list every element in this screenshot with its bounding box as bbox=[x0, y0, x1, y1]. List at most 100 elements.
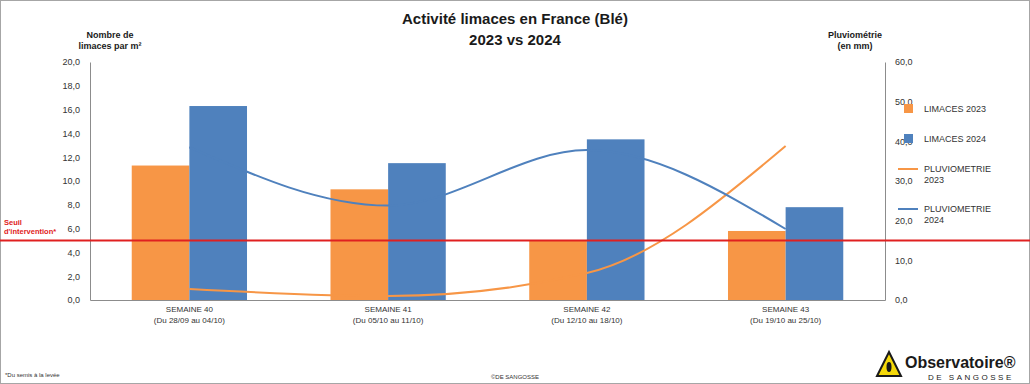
bar bbox=[388, 163, 446, 300]
y2-tick: 0,0 bbox=[885, 295, 908, 305]
text-line: (Du 12/10 au 18/10) bbox=[551, 316, 622, 325]
y-tick: 14,0 bbox=[62, 129, 90, 139]
y-tick: 18,0 bbox=[62, 81, 90, 91]
text-line: PLUVIOMETRIE bbox=[924, 204, 991, 214]
threshold-line bbox=[0, 240, 1030, 242]
x-tick: SEMAINE 43 (Du 19/10 au 25/10) bbox=[750, 300, 821, 325]
text-line: SEMAINE 41 bbox=[365, 305, 413, 314]
text-line: 2023 bbox=[924, 175, 944, 185]
legend-label: PLUVIOMETRIE2024 bbox=[924, 204, 991, 225]
text-line: (Du 19/10 au 25/10) bbox=[750, 316, 821, 325]
y-tick: 12,0 bbox=[62, 153, 90, 163]
y-tick-label: 18,0 bbox=[62, 81, 80, 91]
y-tick: 20,0 bbox=[62, 57, 90, 67]
y2-axis-title: Pluviométrie(en mm) bbox=[828, 30, 882, 51]
y-axis: 0,0 2,0 4,0 6,0 8,0 10,0 12,0 14,0 16,0 18,0 20,0 bbox=[62, 57, 90, 305]
logo: Observatoire® DE SANGOSSE bbox=[877, 352, 1016, 382]
credit: ©DE SANGOSSE bbox=[491, 374, 539, 380]
y2-tick-label: 10,0 bbox=[895, 256, 913, 266]
y-tick-label: 16,0 bbox=[62, 105, 80, 115]
logo-icon bbox=[877, 352, 901, 376]
legend-swatch bbox=[904, 104, 913, 113]
chart-svg: Activité limaces en France (Blé) 2023 vs … bbox=[0, 0, 1030, 384]
y-tick: 16,0 bbox=[62, 105, 90, 115]
text-line: Pluviométrie bbox=[828, 30, 882, 40]
bar bbox=[132, 166, 190, 300]
bar bbox=[529, 241, 587, 301]
x-tick: SEMAINE 42(Du 12/10 au 18/10) bbox=[551, 300, 622, 325]
x-tick-label: SEMAINE 41 (Du 05/10 au 11/10) bbox=[353, 305, 424, 325]
legend-item: LIMACES 2024 bbox=[904, 134, 986, 144]
text-line: (en mm) bbox=[837, 41, 872, 51]
chart-subtitle: 2023 vs 2024 bbox=[469, 31, 561, 48]
text-line: (Du 28/09 au 04/10) bbox=[154, 316, 225, 325]
legend-swatch bbox=[904, 134, 913, 143]
y-tick: 0,0 bbox=[67, 295, 90, 305]
bar bbox=[786, 207, 844, 300]
y-tick: 6,0 bbox=[67, 224, 90, 234]
legend-item: PLUVIOMETRIE2024 bbox=[898, 204, 991, 225]
footnote: *Du semis à la levée bbox=[5, 372, 60, 378]
legend-label: LIMACES 2023 bbox=[924, 104, 986, 114]
x-tick-label: SEMAINE 43 (Du 19/10 au 25/10) bbox=[750, 305, 821, 325]
y-tick-label: 0,0 bbox=[67, 295, 80, 305]
y-tick-label: 10,0 bbox=[62, 176, 80, 186]
legend-item: PLUVIOMETRIE2023 bbox=[898, 164, 991, 185]
y2-axis: 0,010,020,030,040,050,060,0 bbox=[885, 57, 913, 305]
y2-tick: 20,0 bbox=[885, 216, 913, 226]
y2-tick: 10,0 bbox=[885, 256, 913, 266]
x-axis-line bbox=[91, 300, 886, 301]
y2-tick-label: 0,0 bbox=[895, 295, 908, 305]
y-tick-label: 20,0 bbox=[62, 57, 80, 67]
threshold-label: Seuild'intervention* bbox=[4, 218, 56, 236]
text-line: LIMACES 2023 bbox=[924, 104, 986, 114]
x-tick: SEMAINE 41 (Du 05/10 au 11/10) bbox=[353, 300, 424, 325]
line bbox=[189, 146, 785, 296]
text-line: 2024 bbox=[924, 215, 944, 225]
plot-area bbox=[132, 106, 844, 300]
x-tick: SEMAINE 40 (Du 28/09 au 04/10) bbox=[154, 300, 225, 325]
bar bbox=[189, 106, 247, 300]
y2-tick-label: 60,0 bbox=[895, 57, 913, 67]
legend-swatch bbox=[898, 168, 918, 170]
legend-label: LIMACES 2024 bbox=[924, 134, 986, 144]
y2-tick: 30,0 bbox=[885, 176, 913, 186]
y-axis-title: Nombre delimaces par m² bbox=[78, 30, 141, 51]
y-tick-label: 6,0 bbox=[67, 224, 80, 234]
y2-tick-label: 30,0 bbox=[895, 176, 913, 186]
text-line: SEMAINE 40 bbox=[166, 305, 214, 314]
x-tick-label: SEMAINE 42(Du 12/10 au 18/10) bbox=[551, 305, 622, 325]
y-tick-label: 2,0 bbox=[67, 272, 80, 282]
y2-tick-label: 20,0 bbox=[895, 216, 913, 226]
text-line: d'intervention* bbox=[4, 227, 56, 236]
y2-axis-line bbox=[885, 63, 886, 301]
chart-frame bbox=[1, 1, 1030, 384]
y-tick: 10,0 bbox=[62, 176, 90, 186]
legend-label: PLUVIOMETRIE2023 bbox=[924, 164, 991, 185]
line bbox=[189, 147, 785, 229]
bar-series bbox=[189, 106, 843, 300]
text-line: LIMACES 2024 bbox=[924, 134, 986, 144]
y-tick-label: 4,0 bbox=[67, 248, 80, 258]
bar bbox=[587, 139, 645, 300]
y-axis-line bbox=[90, 63, 91, 301]
text-line: Seuil bbox=[4, 218, 22, 227]
y-tick: 2,0 bbox=[67, 272, 90, 282]
logo-subtitle: DE SANGOSSE bbox=[928, 373, 1014, 382]
legend-item: LIMACES 2023 bbox=[904, 104, 986, 114]
x-tick-label: SEMAINE 40 (Du 28/09 au 04/10) bbox=[154, 305, 225, 325]
x-axis: SEMAINE 40 (Du 28/09 au 04/10) SEMAINE 41 (… bbox=[91, 300, 886, 325]
legend: LIMACES 2023LIMACES 2024PLUVIOMETRIE2023… bbox=[898, 104, 991, 225]
logo-icon bbox=[887, 362, 892, 372]
text-line: Nombre de bbox=[86, 30, 133, 40]
logo-title: Observatoire® bbox=[905, 354, 1016, 371]
text-line: (Du 05/10 au 11/10) bbox=[353, 316, 424, 325]
y-tick-label: 12,0 bbox=[62, 153, 80, 163]
y-tick: 8,0 bbox=[67, 200, 90, 210]
y-tick-label: 8,0 bbox=[67, 200, 80, 210]
y2-tick: 60,0 bbox=[885, 57, 913, 67]
chart-container: Activité limaces en France (Blé) 2023 vs … bbox=[0, 0, 1030, 384]
chart-title: Activité limaces en France (Blé) bbox=[402, 10, 628, 27]
text-line: SEMAINE 43 bbox=[762, 305, 810, 314]
text-line: limaces par m² bbox=[78, 41, 141, 51]
